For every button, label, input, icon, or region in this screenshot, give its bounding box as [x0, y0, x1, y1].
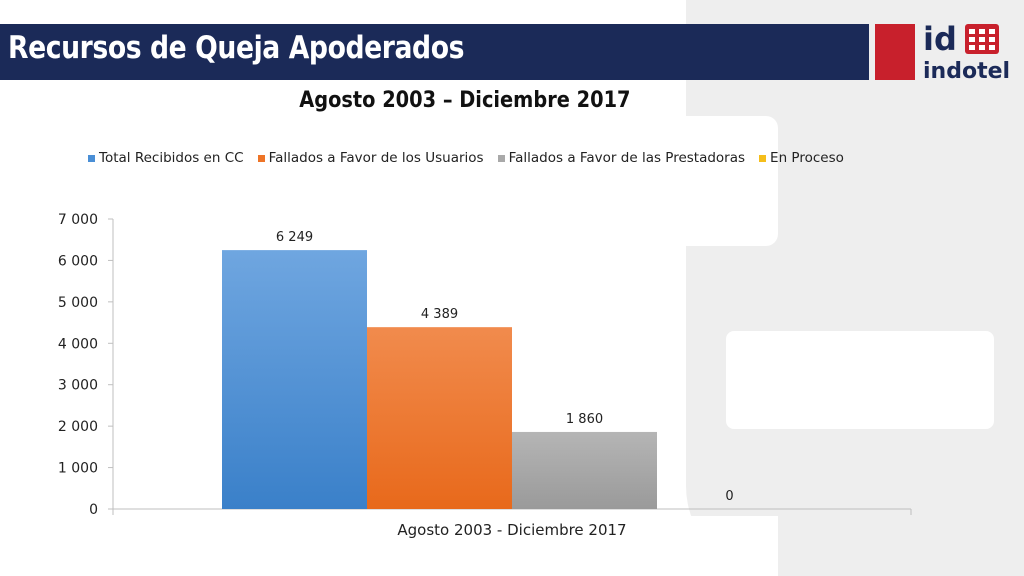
legend-label: En Proceso [770, 150, 844, 166]
bar-1 [367, 327, 512, 509]
x-category-label: Agosto 2003 - Diciembre 2017 [397, 521, 626, 539]
y-tick-label: 1 000 [58, 461, 98, 477]
logo-red-block [875, 24, 915, 80]
background-panel [686, 0, 1024, 576]
chart-title: Agosto 2003 – Diciembre 2017 [299, 88, 631, 113]
logo-text-top: id [923, 20, 957, 58]
background-notch [686, 116, 778, 246]
legend-item-prestadoras: Fallados a Favor de las Prestadoras [497, 150, 746, 166]
legend-label: Fallados a Favor de los Usuarios [268, 150, 484, 166]
background-card [726, 331, 994, 429]
data-label-0: 6 249 [276, 230, 313, 245]
y-tick-label: 2 000 [58, 419, 98, 435]
legend-item-total: Total Recibidos en CC [88, 150, 244, 166]
legend-item-usuarios: Fallados a Favor de los Usuarios [257, 150, 484, 166]
background-bottom [686, 516, 778, 576]
y-tick-label: 0 [89, 502, 98, 518]
y-tick-label: 6 000 [58, 253, 98, 269]
y-tick-label: 3 000 [58, 378, 98, 394]
bar-0 [222, 250, 367, 509]
data-label-1: 4 389 [421, 307, 458, 322]
chart-legend: Total Recibidos en CC Fallados a Favor d… [88, 150, 844, 166]
legend-swatch-icon [88, 154, 95, 162]
data-label-2: 1 860 [566, 412, 603, 427]
y-tick-label: 7 000 [58, 212, 98, 228]
page-title: Recursos de Queja Apoderados [8, 30, 465, 66]
legend-swatch-icon [497, 154, 505, 162]
y-tick-label: 4 000 [58, 336, 98, 352]
logo-text-bottom: indotel [923, 59, 1010, 84]
data-label-3: 0 [725, 489, 733, 504]
legend-label: Fallados a Favor de las Prestadoras [508, 150, 746, 166]
title-bar [0, 24, 869, 80]
y-tick-label: 5 000 [58, 295, 98, 311]
legend-label: Total Recibidos en CC [99, 150, 244, 166]
legend-swatch-icon [759, 154, 767, 162]
indotel-logo: id indotel [923, 20, 1010, 84]
legend-item-en-proceso: En Proceso [759, 150, 844, 166]
bar-2 [512, 431, 657, 509]
legend-swatch-icon [257, 154, 265, 162]
